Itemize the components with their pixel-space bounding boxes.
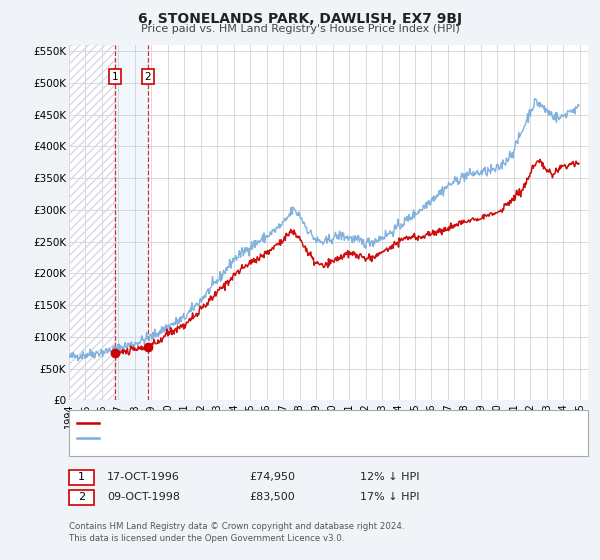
Text: £74,950: £74,950 bbox=[249, 472, 295, 482]
Text: 17% ↓ HPI: 17% ↓ HPI bbox=[360, 492, 419, 502]
Text: 09-OCT-1998: 09-OCT-1998 bbox=[107, 492, 180, 502]
Bar bbox=[115, 45, 148, 400]
Text: 1: 1 bbox=[78, 472, 85, 482]
Text: 6, STONELANDS PARK, DAWLISH, EX7 9BJ (detached house): 6, STONELANDS PARK, DAWLISH, EX7 9BJ (de… bbox=[102, 418, 412, 428]
Text: £83,500: £83,500 bbox=[249, 492, 295, 502]
Text: 17-OCT-1996: 17-OCT-1996 bbox=[107, 472, 179, 482]
Text: 12% ↓ HPI: 12% ↓ HPI bbox=[360, 472, 419, 482]
Text: 2: 2 bbox=[78, 492, 85, 502]
Text: 6, STONELANDS PARK, DAWLISH, EX7 9BJ: 6, STONELANDS PARK, DAWLISH, EX7 9BJ bbox=[138, 12, 462, 26]
Text: 1: 1 bbox=[112, 72, 118, 82]
Text: Price paid vs. HM Land Registry's House Price Index (HPI): Price paid vs. HM Land Registry's House … bbox=[140, 24, 460, 34]
Text: Contains HM Land Registry data © Crown copyright and database right 2024.
This d: Contains HM Land Registry data © Crown c… bbox=[69, 522, 404, 543]
Text: 2: 2 bbox=[144, 72, 151, 82]
Text: HPI: Average price, detached house, Teignbridge: HPI: Average price, detached house, Teig… bbox=[102, 433, 356, 443]
